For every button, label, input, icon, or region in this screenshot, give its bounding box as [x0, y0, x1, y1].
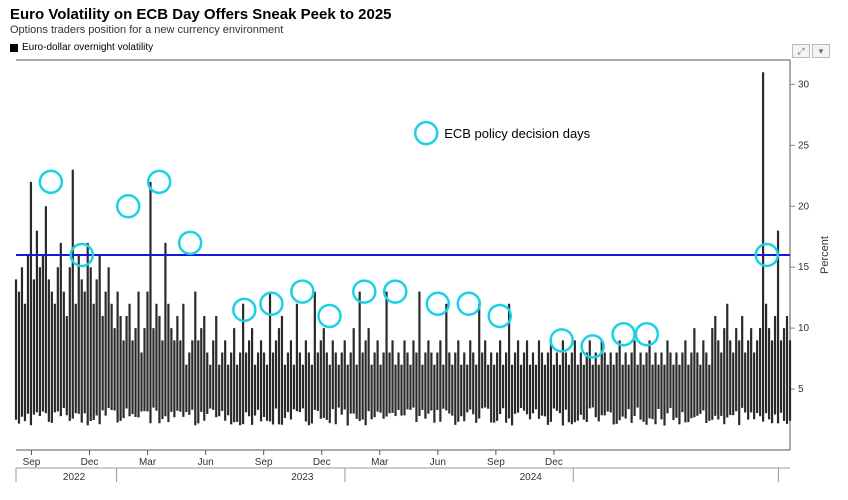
- x-tick-label: Dec: [313, 457, 331, 468]
- ecb-marker: [353, 281, 375, 303]
- ecb-marker: [318, 305, 340, 327]
- y-tick-label: 15: [798, 262, 810, 273]
- annotation-circle-icon: [415, 122, 437, 144]
- ecb-marker: [489, 305, 511, 327]
- y-tick-label: 30: [798, 79, 810, 90]
- x-tick-label: Jun: [430, 457, 446, 468]
- ecb-marker: [233, 299, 255, 321]
- legend-label: Euro-dollar overnight volatility: [22, 42, 153, 53]
- legend-swatch: [10, 44, 18, 52]
- ecb-marker: [636, 323, 658, 345]
- y-tick-label: 20: [798, 201, 810, 212]
- x-year-label: 2022: [63, 472, 86, 483]
- x-tick-label: Mar: [139, 457, 157, 468]
- x-tick-label: Sep: [255, 457, 273, 468]
- ecb-marker: [260, 293, 282, 315]
- ecb-marker: [551, 329, 573, 351]
- x-tick-label: Mar: [371, 457, 389, 468]
- y-tick-label: 5: [798, 384, 804, 395]
- ecb-marker: [40, 171, 62, 193]
- ecb-marker: [613, 323, 635, 345]
- x-year-label: 2024: [520, 472, 543, 483]
- ecb-marker: [458, 293, 480, 315]
- x-tick-label: Dec: [81, 457, 99, 468]
- legend: Euro-dollar overnight volatility: [0, 38, 848, 55]
- chart-subtitle: Options traders position for a new curre…: [10, 24, 838, 36]
- x-tick-label: Dec: [545, 457, 563, 468]
- x-tick-label: Jun: [198, 457, 214, 468]
- x-tick-label: Sep: [23, 457, 41, 468]
- y-tick-label: 10: [798, 323, 810, 334]
- ecb-marker: [117, 195, 139, 217]
- x-tick-label: Sep: [487, 457, 505, 468]
- ecb-marker: [291, 281, 313, 303]
- y-tick-label: 25: [798, 140, 810, 151]
- chart-area: 5 10 15 20 25 30 Percent ECB policy decision da…: [10, 56, 838, 490]
- x-year-label: 2023: [291, 472, 314, 483]
- chart-title: Euro Volatility on ECB Day Offers Sneak …: [10, 6, 838, 23]
- y-axis-title: Percent: [819, 236, 831, 274]
- ecb-marker: [582, 335, 604, 357]
- ecb-marker: [179, 232, 201, 254]
- annotation-label: ECB policy decision days: [444, 126, 590, 141]
